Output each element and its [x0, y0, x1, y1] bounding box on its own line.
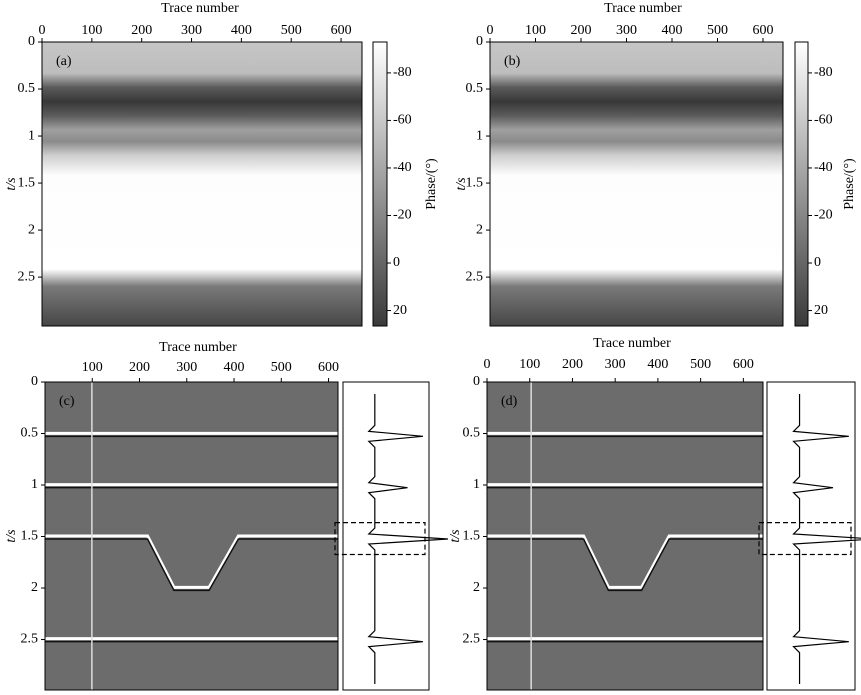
x-tick-label: 400	[224, 360, 245, 375]
y-tick-label: 1.5	[18, 175, 36, 190]
colorbar-tick-label: -60	[393, 113, 412, 128]
x-tick-label: 300	[616, 23, 637, 38]
panel-label: (a)	[56, 54, 72, 69]
x-axis-title: Trace number	[604, 1, 682, 16]
y-tick-label: 0.5	[21, 426, 39, 441]
colorbar-tick-label: -20	[393, 208, 412, 223]
x-tick-label: 500	[281, 23, 302, 38]
plot-frame	[41, 41, 363, 327]
colorbar-tick-label: -80	[393, 65, 412, 80]
x-tick-label: 500	[707, 23, 728, 38]
plot-frame	[44, 381, 339, 691]
y-tick-label: 0.5	[18, 81, 36, 96]
x-tick-label: 500	[690, 357, 711, 372]
colorbar-tick-label: 0	[814, 255, 821, 270]
x-tick-label: 0	[484, 357, 491, 372]
y-tick-label: 0	[476, 34, 483, 49]
x-tick-label: 200	[570, 23, 591, 38]
colorbar-tick-label: 20	[393, 303, 407, 318]
x-tick-label: 500	[271, 360, 292, 375]
colorbar	[794, 41, 809, 327]
trace-wiggle	[792, 394, 861, 684]
x-tick-label: 100	[81, 23, 102, 38]
x-tick-label: 400	[661, 23, 682, 38]
colorbar-title: Phase/(°)	[424, 158, 439, 210]
colorbar-title: Phase/(°)	[842, 158, 857, 210]
trace-box	[342, 381, 430, 691]
panel-label: (c)	[59, 394, 75, 409]
y-tick-label: 2.5	[18, 269, 36, 284]
y-axis-title: t/s	[4, 529, 19, 543]
colorbar-tick-label: -60	[814, 113, 833, 128]
y-tick-label: 0	[473, 374, 480, 389]
y-tick-label: 2	[31, 580, 38, 595]
x-tick-label: 200	[562, 357, 583, 372]
x-tick-label: 600	[733, 357, 754, 372]
x-tick-label: 400	[647, 357, 668, 372]
highlight-box	[758, 522, 852, 556]
y-tick-label: 0	[28, 34, 35, 49]
y-axis-title: t/s	[448, 529, 463, 543]
x-tick-label: 600	[752, 23, 773, 38]
y-tick-label: 2.5	[466, 269, 484, 284]
y-tick-label: 1.5	[21, 529, 39, 544]
y-tick-label: 0	[31, 374, 38, 389]
x-tick-label: 100	[82, 360, 103, 375]
x-axis-title: Trace number	[161, 1, 239, 16]
x-tick-label: 200	[131, 23, 152, 38]
y-tick-label: 2	[28, 222, 35, 237]
reflector	[45, 534, 338, 589]
y-tick-label: 0.5	[463, 426, 481, 441]
colorbar-tick-label: -40	[393, 160, 412, 175]
y-tick-label: 0.5	[466, 81, 484, 96]
trace-box	[766, 381, 856, 691]
x-tick-label: 300	[605, 357, 626, 372]
x-tick-label: 400	[231, 23, 252, 38]
panel-label: (d)	[501, 394, 518, 409]
y-axis-title: t/s	[454, 177, 469, 191]
x-tick-label: 0	[39, 23, 46, 38]
x-tick-label: 300	[176, 360, 197, 375]
x-tick-label: 300	[181, 23, 202, 38]
y-tick-label: 1.5	[466, 175, 484, 190]
colorbar-tick-label: -40	[814, 160, 833, 175]
colorbar-tick-label: -20	[814, 208, 833, 223]
y-tick-label: 1.5	[463, 529, 481, 544]
trace-wiggle	[367, 394, 448, 684]
x-tick-label: 0	[487, 23, 494, 38]
colorbar-tick-label: 0	[393, 255, 400, 270]
plot-frame	[486, 381, 764, 691]
reflector-trough	[45, 538, 338, 592]
y-tick-label: 1	[31, 477, 38, 492]
phase-image	[490, 42, 783, 326]
x-tick-label: 100	[525, 23, 546, 38]
y-tick-label: 2	[476, 222, 483, 237]
y-tick-label: 2	[473, 580, 480, 595]
x-tick-label: 100	[519, 357, 540, 372]
y-tick-label: 1	[473, 477, 480, 492]
x-axis-title: Trace number	[159, 340, 237, 355]
plot-frame	[489, 41, 784, 327]
x-tick-label: 600	[318, 360, 339, 375]
x-axis-title: Trace number	[593, 336, 671, 351]
y-axis-title: t/s	[4, 177, 19, 191]
y-tick-label: 2.5	[21, 632, 39, 647]
colorbar-tick-label: -80	[814, 65, 833, 80]
reflector-trough	[487, 538, 763, 592]
x-tick-label: 600	[331, 23, 352, 38]
y-tick-label: 1	[476, 128, 483, 143]
x-tick-label: 200	[129, 360, 150, 375]
highlight-box	[334, 522, 426, 556]
y-tick-label: 2.5	[463, 632, 481, 647]
panel-label: (b)	[504, 54, 521, 69]
reflector	[487, 534, 763, 589]
y-tick-label: 1	[28, 128, 35, 143]
phase-image	[42, 42, 362, 326]
colorbar	[372, 41, 388, 327]
colorbar-tick-label: 20	[814, 303, 828, 318]
